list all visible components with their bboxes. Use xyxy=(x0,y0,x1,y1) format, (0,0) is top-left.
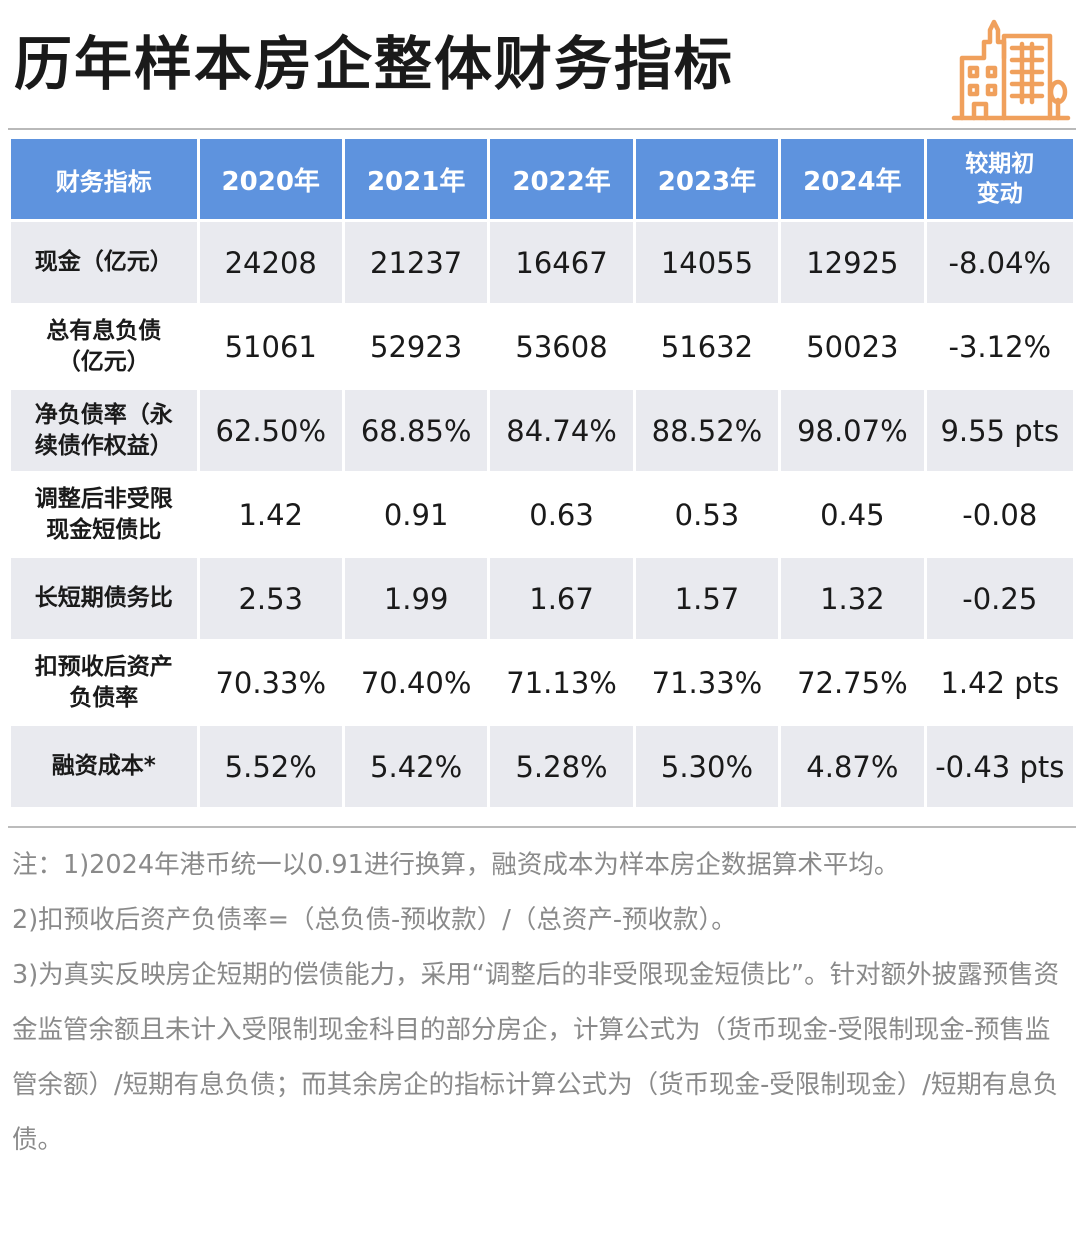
metric-label: 调整后非受限现金短债比 xyxy=(11,474,197,555)
change-cell: -3.12% xyxy=(926,306,1073,387)
title-divider xyxy=(8,128,1076,130)
table-cell: 0.53 xyxy=(635,474,779,555)
table-row: 扣预收后资产负债率 70.33% 70.40% 71.13% 71.33% 72… xyxy=(11,642,1073,723)
table-cell: 5.30% xyxy=(635,726,779,807)
table-cell: 70.33% xyxy=(199,642,342,723)
change-cell: -0.43 pts xyxy=(926,726,1073,807)
table-cell: 72.75% xyxy=(781,642,924,723)
table-cell: 50023 xyxy=(781,306,924,387)
table-cell: 5.28% xyxy=(490,726,633,807)
table-row: 长短期债务比 2.53 1.99 1.67 1.57 1.32 -0.25 xyxy=(11,558,1073,639)
header-cell-2020: 2020年 xyxy=(199,139,342,219)
table-cell: 14055 xyxy=(635,222,779,303)
footnote-3: 3)为真实反映房企短期的偿债能力，采用“调整后的非受限现金短债比”。针对额外披露… xyxy=(12,960,1060,1155)
table-cell: 84.74% xyxy=(490,390,633,471)
table-cell: 52923 xyxy=(344,306,488,387)
table-cell: 16467 xyxy=(490,222,633,303)
metric-label: 融资成本* xyxy=(11,726,197,807)
table-cell: 51632 xyxy=(635,306,779,387)
metric-label-text: 总有息负债（亿元） xyxy=(46,317,162,375)
table-cell: 71.13% xyxy=(490,642,633,723)
metric-label-text: 调整后非受限现金短债比 xyxy=(34,485,173,543)
table-cell: 4.87% xyxy=(781,726,924,807)
table-cell: 71.33% xyxy=(635,642,779,723)
table-header-row: 财务指标 2020年 2021年 2022年 2023年 2024年 较期初变动 xyxy=(11,139,1073,219)
header-cell-2024: 2024年 xyxy=(781,139,924,219)
header-change-label: 较期初变动 xyxy=(965,151,1035,207)
header-cell-change: 较期初变动 xyxy=(926,139,1073,219)
table-cell: 70.40% xyxy=(344,642,488,723)
footnote-1: 注：1)2024年港币统一以0.91进行换算，融资成本为样本房企数据算术平均。 xyxy=(12,850,900,880)
metric-label: 扣预收后资产负债率 xyxy=(11,642,197,723)
table-cell: 24208 xyxy=(199,222,342,303)
table-row: 现金（亿元） 24208 21237 16467 14055 12925 -8.… xyxy=(11,222,1073,303)
metric-label: 净负债率（永续债作权益） xyxy=(11,390,197,471)
table-cell: 1.57 xyxy=(635,558,779,639)
table-cell: 1.42 xyxy=(199,474,342,555)
metric-label: 总有息负债（亿元） xyxy=(11,306,197,387)
financial-indicators-table: 财务指标 2020年 2021年 2022年 2023年 2024年 较期初变动… xyxy=(8,136,1076,810)
table-cell: 53608 xyxy=(490,306,633,387)
change-cell: -8.04% xyxy=(926,222,1073,303)
table-row: 净负债率（永续债作权益） 62.50% 68.85% 84.74% 88.52%… xyxy=(11,390,1073,471)
table-cell: 0.63 xyxy=(490,474,633,555)
metric-label: 长短期债务比 xyxy=(11,558,197,639)
table-cell: 0.91 xyxy=(344,474,488,555)
table-cell: 21237 xyxy=(344,222,488,303)
footnote-2: 2)扣预收后资产负债率=（总负债-预收款）/（总资产-预收款）。 xyxy=(12,905,737,935)
metric-label-text: 扣预收后资产负债率 xyxy=(34,653,173,711)
table-cell: 0.45 xyxy=(781,474,924,555)
footnotes: 注：1)2024年港币统一以0.91进行换算，融资成本为样本房企数据算术平均。 … xyxy=(12,838,1072,1168)
table-cell: 68.85% xyxy=(344,390,488,471)
page-title: 历年样本房企整体财务指标 xyxy=(14,30,735,98)
table-cell: 98.07% xyxy=(781,390,924,471)
table-cell: 62.50% xyxy=(199,390,342,471)
table-cell: 51061 xyxy=(199,306,342,387)
city-buildings-icon xyxy=(951,19,1071,121)
table-cell: 1.99 xyxy=(344,558,488,639)
notes-divider xyxy=(8,826,1076,828)
table-cell: 1.67 xyxy=(490,558,633,639)
table-row: 调整后非受限现金短债比 1.42 0.91 0.63 0.53 0.45 -0.… xyxy=(11,474,1073,555)
change-cell: -0.08 xyxy=(926,474,1073,555)
table-cell: 5.42% xyxy=(344,726,488,807)
change-cell: -0.25 xyxy=(926,558,1073,639)
table-row: 融资成本* 5.52% 5.42% 5.28% 5.30% 4.87% -0.4… xyxy=(11,726,1073,807)
table-cell: 2.53 xyxy=(199,558,342,639)
table-cell: 1.32 xyxy=(781,558,924,639)
table-cell: 5.52% xyxy=(199,726,342,807)
change-cell: 1.42 pts xyxy=(926,642,1073,723)
header-cell-2023: 2023年 xyxy=(635,139,779,219)
table-cell: 88.52% xyxy=(635,390,779,471)
header-cell-2021: 2021年 xyxy=(344,139,488,219)
header-cell-2022: 2022年 xyxy=(490,139,633,219)
header-cell-metric: 财务指标 xyxy=(11,139,197,219)
table-cell: 12925 xyxy=(781,222,924,303)
metric-label-text: 净负债率（永续债作权益） xyxy=(34,401,173,459)
table-row: 总有息负债（亿元） 51061 52923 53608 51632 50023 … xyxy=(11,306,1073,387)
change-cell: 9.55 pts xyxy=(926,390,1073,471)
metric-label: 现金（亿元） xyxy=(11,222,197,303)
